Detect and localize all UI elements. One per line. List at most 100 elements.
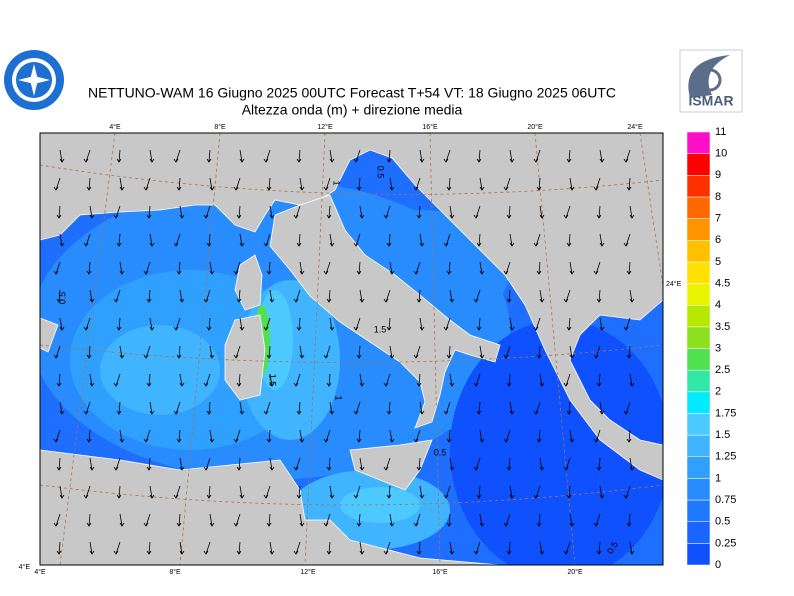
arrow xyxy=(446,177,452,191)
arrow xyxy=(506,373,512,387)
arrow xyxy=(383,373,391,387)
arrow xyxy=(599,401,605,415)
arrow xyxy=(443,485,451,499)
logo-left xyxy=(4,50,64,110)
arrow xyxy=(269,205,275,219)
arrow xyxy=(626,177,632,191)
arrow xyxy=(236,289,242,303)
direction-arrows xyxy=(53,149,635,555)
arrow xyxy=(593,429,601,443)
arrow xyxy=(449,289,455,303)
arrow xyxy=(89,289,95,303)
arrow xyxy=(449,373,455,387)
arrow xyxy=(119,513,125,527)
arrow xyxy=(419,233,425,247)
arrow xyxy=(599,233,605,247)
arrow xyxy=(203,373,211,387)
arrow xyxy=(263,149,271,163)
arrow xyxy=(233,177,241,191)
arrow xyxy=(233,513,241,527)
arrow xyxy=(599,485,605,499)
arrow xyxy=(293,541,301,555)
arrow xyxy=(566,149,572,163)
legend-label: 3 xyxy=(715,342,721,354)
lon-label: 20°E xyxy=(567,568,583,576)
arrow xyxy=(509,233,515,247)
legend-swatch xyxy=(686,456,711,479)
arrow xyxy=(629,541,635,555)
arrow xyxy=(323,261,331,275)
arrow xyxy=(143,261,151,275)
arrow xyxy=(86,261,92,275)
arrow xyxy=(233,429,241,443)
arrow xyxy=(509,149,515,163)
arrow xyxy=(596,205,602,219)
arrow xyxy=(236,205,242,219)
arrow xyxy=(149,233,155,247)
arrow xyxy=(329,317,335,331)
arrow xyxy=(446,513,452,527)
arrow xyxy=(263,233,271,247)
arrow xyxy=(89,541,95,555)
arrow xyxy=(413,513,421,527)
arrow xyxy=(446,345,452,359)
arrow xyxy=(299,513,305,527)
arrow xyxy=(479,261,485,275)
arrow xyxy=(236,373,242,387)
arrow xyxy=(449,541,455,555)
arrow xyxy=(143,177,151,191)
arrow xyxy=(593,345,601,359)
arrow xyxy=(539,373,545,387)
arrow xyxy=(566,401,572,415)
arrow xyxy=(113,205,121,219)
legend-swatch xyxy=(686,413,711,436)
legend-label: 4 xyxy=(715,299,721,311)
corsica xyxy=(234,254,263,311)
arrow xyxy=(386,485,392,499)
italy xyxy=(269,194,501,429)
arrow xyxy=(179,457,185,471)
arrow xyxy=(59,401,65,415)
arrow xyxy=(113,457,121,471)
balearic xyxy=(40,317,59,353)
arrow xyxy=(293,205,301,219)
arrow xyxy=(626,429,632,443)
arrow xyxy=(626,513,632,527)
arrow xyxy=(416,205,422,219)
arrow xyxy=(53,261,61,275)
arrow xyxy=(623,149,631,163)
arrow xyxy=(446,429,452,443)
legend-swatch xyxy=(686,153,711,176)
africa xyxy=(40,449,501,565)
arrow xyxy=(113,541,121,555)
arrow xyxy=(629,205,635,219)
legend-label: 4.5 xyxy=(715,277,730,289)
arrow xyxy=(269,289,275,303)
arrow xyxy=(536,513,542,527)
arrow xyxy=(536,345,542,359)
legend: 0 0.25 0.5 0.75 1 1.25 1.5 1.75 2 2.5 3 3.5 4 4.5 5 6 7 8… xyxy=(686,126,736,571)
arrow xyxy=(386,401,392,415)
arrow xyxy=(59,317,65,331)
arrow xyxy=(506,541,512,555)
legend-swatch xyxy=(686,434,711,458)
arrow xyxy=(473,373,481,387)
legend-label: 5 xyxy=(715,256,721,268)
arrow xyxy=(416,289,422,303)
arrow xyxy=(146,373,152,387)
legend-swatch xyxy=(686,543,711,566)
contour-label: 1 xyxy=(332,180,342,185)
arrow xyxy=(83,401,91,415)
arrow xyxy=(89,457,95,471)
arrow xyxy=(569,429,575,443)
contour-label: 1.5 xyxy=(374,324,387,334)
arrow xyxy=(179,289,185,303)
arrow xyxy=(113,289,121,303)
arrow xyxy=(413,345,421,359)
arrow xyxy=(56,289,62,303)
arrow xyxy=(536,177,542,191)
arrow xyxy=(329,149,335,163)
arrow xyxy=(359,289,365,303)
arrow xyxy=(293,457,301,471)
